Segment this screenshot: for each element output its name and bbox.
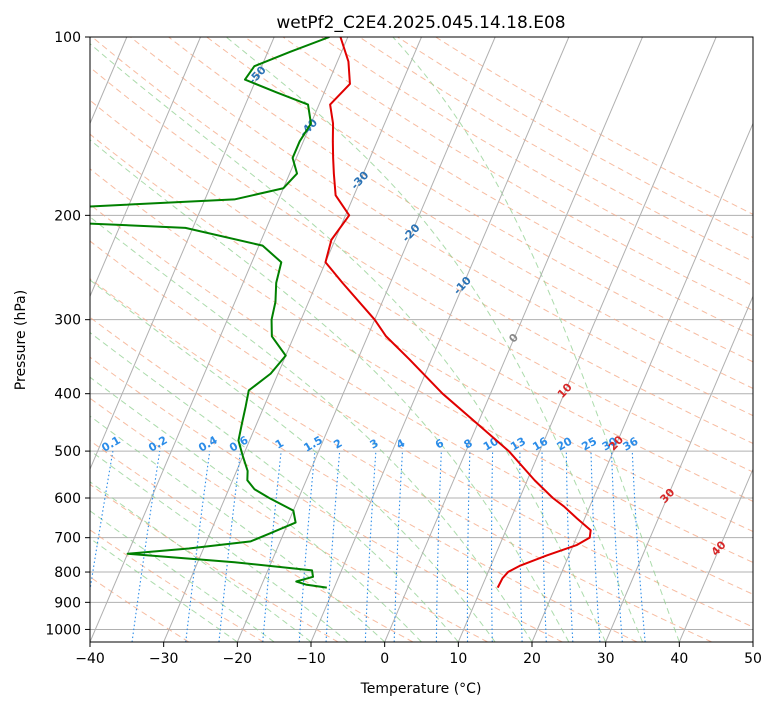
x-tick-label: 0 <box>380 651 389 667</box>
isotherm-line <box>90 37 349 642</box>
isotherm-label: 10 <box>555 380 575 400</box>
mixing-ratio-label: 4 <box>394 436 407 451</box>
moist-adiabat-line <box>90 376 422 642</box>
moist-adiabat-line <box>90 139 570 642</box>
mixing-ratio-line <box>218 451 242 642</box>
isotherm-line <box>752 640 753 642</box>
isotherm-label: 0 <box>506 331 521 346</box>
y-tick-label: 200 <box>54 208 81 224</box>
y-tick-label: 700 <box>54 531 81 547</box>
x-tick-label: −30 <box>149 651 179 667</box>
mixing-ratio-label: 2 <box>331 437 344 452</box>
isotherm-line <box>90 37 201 298</box>
isotherm-line <box>163 37 422 642</box>
dry-adiabat-line <box>206 37 753 363</box>
x-tick-label: −10 <box>296 651 326 667</box>
dry-adiabat-line <box>90 203 753 595</box>
chart-title: wetPf2_C2E4.2025.045.14.18.E08 <box>276 13 565 33</box>
isotherm-label: 30 <box>657 486 677 506</box>
x-tick-label: 50 <box>744 651 762 667</box>
y-tick-label: 600 <box>54 491 81 507</box>
mixing-ratio-line <box>435 451 442 642</box>
y-tick-label: 900 <box>54 595 81 611</box>
moist-adiabat-line <box>90 279 496 642</box>
mixing-ratio-line <box>90 451 114 594</box>
dry-adiabat-line <box>282 37 753 312</box>
moist-adiabat-line <box>90 449 349 642</box>
y-tick-label: 800 <box>54 565 81 581</box>
x-tick-label: 20 <box>523 651 541 667</box>
y-tick-label: 400 <box>54 387 81 403</box>
dry-adiabat-line <box>90 397 488 642</box>
moist-adiabat-line <box>90 216 533 642</box>
isotherm-line <box>605 295 753 642</box>
isotherm-label: 40 <box>709 538 729 558</box>
isotherm-label: -30 <box>348 168 371 192</box>
mixing-ratio-line <box>131 451 161 642</box>
moist-adiabat-line <box>90 537 238 642</box>
mixing-ratio-label: 3 <box>368 437 381 452</box>
moist-adiabat-line <box>90 43 607 642</box>
dry-adiabat-line <box>90 240 753 628</box>
dry-adiabat-line <box>90 356 563 642</box>
moist-adiabat-line <box>90 415 386 642</box>
plot-frame <box>89 36 754 643</box>
x-axis-label: Temperature (°C) <box>360 681 482 697</box>
isotherm-line <box>236 37 496 642</box>
dry-adiabat-line <box>90 66 753 473</box>
y-tick-label: 1000 <box>45 622 81 638</box>
dry-adiabat-line <box>91 37 753 445</box>
dry-adiabat-line <box>90 483 339 642</box>
moist-adiabat-line <box>392 37 680 642</box>
dry-adiabat-line <box>90 529 264 642</box>
y-tick-label: 500 <box>54 444 81 460</box>
temperature-profile-line <box>324 37 592 589</box>
mixing-ratio-line <box>519 451 523 642</box>
x-tick-label: −20 <box>223 651 253 667</box>
dry-adiabat-line <box>90 440 414 642</box>
dewpoint-profile-line <box>90 37 330 589</box>
x-tick-label: 10 <box>449 651 467 667</box>
moist-adiabat-line <box>90 481 312 642</box>
dry-adiabat-line <box>90 168 753 563</box>
isotherm-label: -10 <box>451 274 474 298</box>
x-tick-label: −40 <box>75 651 105 667</box>
x-tick-label: 40 <box>670 651 688 667</box>
y-tick-label: 100 <box>54 30 81 46</box>
mixing-ratio-line <box>631 451 646 642</box>
moist-adiabat-line <box>225 37 643 642</box>
mixing-ratio-line <box>491 451 494 642</box>
dry-adiabat-line <box>90 316 638 642</box>
dry-adiabat-line <box>90 278 712 642</box>
isotherm-line <box>90 37 275 471</box>
isotherm-line <box>384 37 643 642</box>
isotherm-line <box>310 37 570 642</box>
y-tick-label: 300 <box>54 313 81 329</box>
moist-adiabat-line <box>90 331 459 642</box>
isotherm-label: -20 <box>400 221 423 245</box>
x-tick-label: 30 <box>597 651 615 667</box>
isotherm-line <box>678 467 753 642</box>
isotherm-label: -60 <box>195 11 218 35</box>
dry-adiabat-line <box>130 37 753 417</box>
isotherm-line <box>457 37 717 642</box>
mixing-ratio-label: 1 <box>273 437 286 452</box>
y-axis-label: Pressure (hPa) <box>13 290 29 390</box>
dry-adiabat-line <box>168 37 753 389</box>
isotherm-line <box>531 122 753 642</box>
dry-adiabat-line <box>90 133 753 533</box>
moist-adiabat-line <box>90 510 275 642</box>
